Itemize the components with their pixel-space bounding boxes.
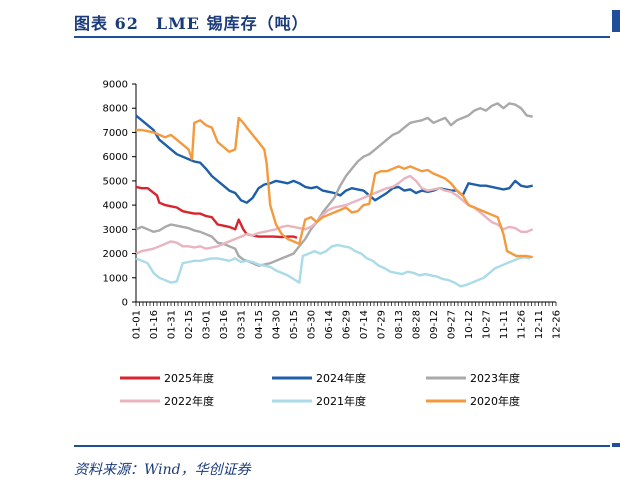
x-tick-label: 11-11 (499, 310, 510, 339)
legend-label: 2021年度 (316, 394, 366, 408)
figure-title: 图表 62 LME 锡库存（吨） (74, 14, 309, 33)
top-rule (74, 36, 610, 38)
axes: 0 1000 2000 3000 4000 5000 6000 7000 8000 9000 01-… (103, 80, 563, 340)
legend-label: 2024年度 (316, 371, 366, 385)
x-tick-label: 01-31 (167, 310, 178, 339)
inventory-line-chart: 0 1000 2000 3000 4000 5000 6000 7000 8000 9000 01-… (103, 80, 563, 409)
legend: 2025年度 2024年度 2023年度 2022年度 2021年度 2020年度 (120, 371, 520, 408)
series-line-2 (135, 114, 533, 204)
x-tick-label: 12-26 (552, 310, 563, 339)
series-line-1 (135, 185, 298, 239)
y-tick-label: 6000 (103, 152, 128, 163)
x-tick-label: 03-31 (237, 310, 248, 339)
x-tick-label: 07-14 (359, 310, 370, 339)
bottom-rule (74, 445, 610, 447)
x-tick-label: 09-12 (429, 310, 440, 339)
x-tick-label: 01-01 (132, 310, 143, 339)
x-tick-label: 06-29 (342, 310, 353, 339)
source-note: 资料来源：Wind，华创证券 (74, 462, 251, 478)
legend-label: 2020年度 (470, 394, 520, 408)
next-column-edge-top (612, 10, 620, 32)
x-tick-label: 05-30 (307, 310, 318, 339)
series-line-6 (136, 116, 533, 259)
x-tick-label: 03-16 (219, 310, 230, 339)
x-tick-label: 04-30 (272, 310, 283, 339)
y-tick-label: 7000 (103, 128, 128, 139)
y-tick-label: 8000 (103, 104, 128, 115)
series-layer (135, 102, 534, 288)
x-tick-label: 11-26 (517, 310, 528, 339)
legend-label: 2025年度 (164, 371, 214, 385)
y-tick-label: 4000 (103, 201, 128, 212)
y-tick-label: 2000 (103, 249, 128, 260)
legend-label: 2022年度 (164, 394, 214, 408)
legend-label: 2023年度 (470, 371, 520, 385)
x-tick-label: 08-13 (394, 310, 405, 339)
x-tick-label: 07-29 (377, 310, 388, 339)
x-tick-label: 09-27 (447, 310, 458, 339)
x-tick-label: 05-15 (289, 310, 300, 339)
x-tick-label: 10-27 (482, 310, 493, 339)
y-tick-label: 3000 (103, 225, 128, 236)
x-tick-label: 03-01 (202, 310, 213, 339)
y-tick-label: 0 (122, 298, 128, 309)
x-tick-label: 02-15 (184, 310, 195, 339)
y-tick-label: 9000 (103, 80, 128, 91)
y-tick-label: 5000 (103, 176, 128, 187)
next-column-edge-bottom (612, 443, 620, 447)
x-tick-label: 12-11 (534, 310, 545, 339)
series-line-3 (135, 102, 533, 267)
x-tick-label: 08-28 (412, 310, 423, 339)
x-tick-label: 04-15 (254, 310, 265, 339)
x-tick-label: 10-12 (464, 310, 475, 339)
series-line-5 (135, 243, 531, 288)
y-tick-label: 1000 (103, 273, 128, 284)
x-tick-label: 01-16 (149, 310, 160, 339)
x-tick-label: 06-14 (324, 310, 335, 339)
